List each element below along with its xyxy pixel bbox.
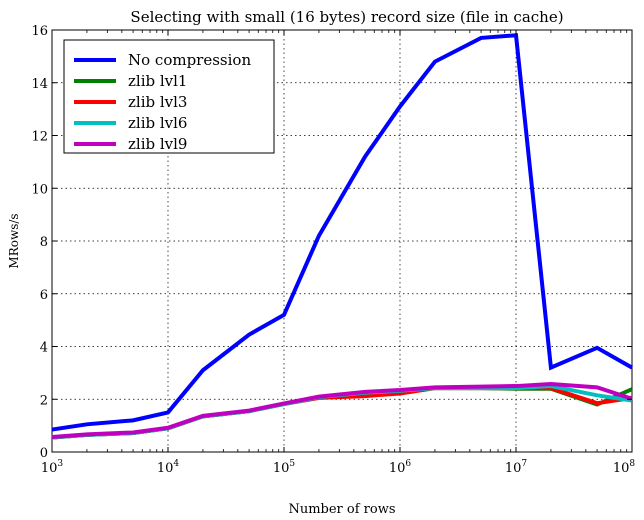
legend-label-zlib-lvl9: zlib lvl9	[128, 135, 187, 153]
x-tick-label: 104	[157, 459, 180, 476]
legend-label-zlib-lvl3: zlib lvl3	[128, 93, 187, 111]
y-tick-label: 0	[40, 446, 48, 461]
x-tick-label: 108	[613, 459, 636, 476]
legend-label-zlib-lvl6: zlib lvl6	[128, 114, 187, 132]
y-tick-label: 2	[40, 393, 48, 408]
series-line-no-compression	[51, 33, 633, 432]
legend-label-zlib-lvl1: zlib lvl1	[128, 72, 187, 90]
y-tick-label: 12	[31, 130, 48, 145]
x-tick-label: 105	[273, 459, 296, 476]
x-tick-label: 103	[41, 459, 64, 476]
y-axis-label: MRows/s	[7, 213, 21, 268]
y-tick-label: 4	[40, 341, 48, 356]
y-tick-label: 6	[40, 288, 48, 303]
legend-label-no-compression: No compression	[128, 51, 251, 69]
y-tick-label: 16	[31, 24, 48, 39]
y-tick-label: 14	[31, 77, 48, 92]
x-axis-label: Number of rows	[288, 502, 395, 517]
grid-layer	[52, 30, 632, 452]
y-tick-label: 10	[31, 182, 48, 197]
y-tick-label: 8	[40, 235, 48, 250]
legend: No compression zlib lvl1 zlib lvl3 zlib lvl…	[63, 39, 275, 154]
chart-title: Selecting with small (16 bytes) record s…	[130, 8, 563, 26]
ticks-layer: 0 2 4 6 8 10 12 14 16 103 104 105 106 107 108	[31, 24, 635, 476]
series-layer	[51, 33, 633, 440]
x-tick-label: 107	[505, 459, 528, 476]
series-line-zlib-lvl9	[51, 381, 633, 439]
x-tick-label: 106	[389, 459, 412, 476]
